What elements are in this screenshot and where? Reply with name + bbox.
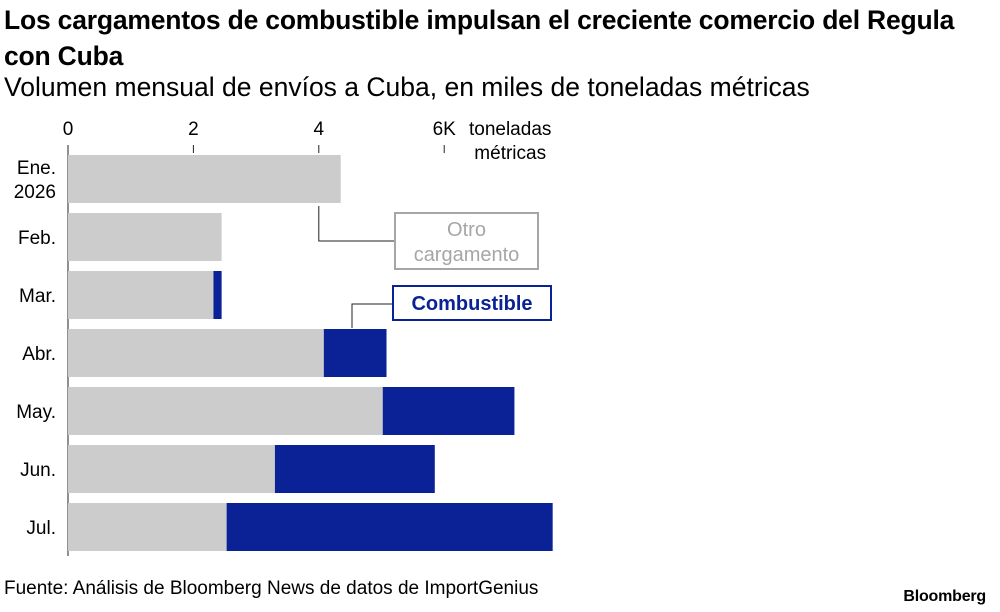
bar-fuel: [382, 387, 515, 435]
x-axis-unit-label: métricas: [474, 143, 546, 164]
source-note: Fuente: Análisis de Bloomberg News de da…: [4, 578, 539, 599]
legend-label-fuel: Combustible: [411, 293, 532, 315]
bar-fuel: [213, 271, 222, 319]
x-tick-label: 2: [188, 119, 199, 140]
bar-other-cargo: [68, 155, 341, 203]
bar-other-cargo: [68, 445, 275, 493]
category-label: Jul.: [26, 518, 56, 539]
x-axis-unit-label: toneladas: [469, 119, 551, 140]
chart-title: Los cargamentos de combustible impulsan …: [4, 5, 955, 71]
category-label: May.: [16, 402, 56, 423]
bars: [68, 155, 553, 551]
category-label: Jun.: [20, 460, 56, 481]
x-tick-label: 4: [314, 119, 325, 140]
legend: Otro cargamento Combustible: [318, 206, 552, 328]
category-label: Feb.: [18, 228, 56, 249]
x-tick-label: 6K: [433, 119, 457, 140]
category-label: 2026: [14, 182, 56, 203]
bar-other-cargo: [68, 387, 383, 435]
legend-box-other: [394, 212, 539, 270]
category-label: Abr.: [22, 344, 56, 365]
leader-line-fuel: [351, 303, 393, 328]
bar-chart: 0 2 4 6K toneladas métricas Ene. 2026 Feb. Mar. A…: [14, 119, 553, 556]
x-axis: 0 2 4 6K toneladas métricas: [63, 119, 551, 556]
bar-fuel: [274, 445, 435, 493]
bar-fuel: [226, 503, 553, 551]
legend-box-fuel: [392, 285, 552, 321]
bar-fuel: [323, 329, 387, 377]
chart-subtitle: Volumen mensual de envíos a Cuba, en mil…: [4, 72, 810, 102]
bar-other-cargo: [68, 213, 222, 261]
x-tick-label: 0: [63, 119, 74, 140]
bar-other-cargo: [68, 329, 324, 377]
leader-line-other: [318, 206, 395, 242]
category-labels: Ene. 2026 Feb. Mar. Abr. May. Jun. Jul.: [14, 158, 56, 539]
legend-label-other: cargamento: [414, 244, 520, 266]
category-label: Ene.: [17, 158, 56, 179]
bar-other-cargo: [68, 271, 214, 319]
bar-other-cargo: [68, 503, 227, 551]
bloomberg-logo: Bloomberg: [903, 588, 986, 605]
category-label: Mar.: [19, 286, 56, 307]
legend-label-other: Otro: [447, 219, 486, 241]
